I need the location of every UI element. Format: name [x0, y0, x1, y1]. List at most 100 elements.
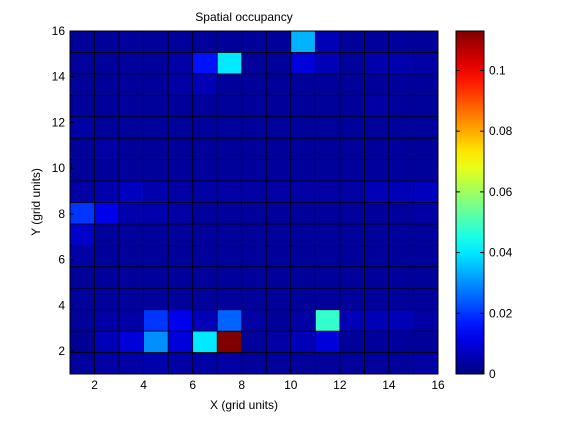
heatmap-cell — [94, 266, 120, 289]
heatmap-cell — [266, 223, 291, 246]
heatmap-cell — [290, 331, 316, 353]
heatmap-cell — [168, 352, 193, 374]
heatmap-cell — [143, 116, 169, 139]
heatmap-cell — [339, 288, 365, 310]
heatmap-cell — [364, 202, 389, 224]
heatmap-cell — [266, 138, 291, 160]
heatmap-cell — [94, 352, 120, 374]
heatmap-cell — [168, 181, 193, 203]
heatmap-cell — [119, 202, 144, 224]
x-tick-label: 14 — [382, 378, 396, 392]
heatmap-cell — [315, 52, 340, 74]
heatmap-cell — [339, 73, 365, 96]
heatmap-cell — [168, 73, 193, 96]
heatmap-cell — [217, 288, 242, 310]
heatmap-cell — [217, 352, 242, 374]
heatmap-cell — [192, 159, 218, 182]
heatmap-cell — [388, 202, 414, 224]
heatmap-cell — [413, 73, 438, 96]
heatmap-cell — [192, 73, 218, 96]
heatmap-cell — [119, 31, 144, 53]
heatmap-cell — [364, 223, 389, 246]
heatmap-cell — [143, 352, 169, 374]
colorbar-ticks: 0 0.02 0.04 0.06 0.08 0.1 — [456, 63, 513, 381]
heatmap-cell — [119, 138, 144, 160]
heatmap-cell — [119, 331, 144, 353]
heatmap-cell — [315, 116, 340, 139]
y-tick-label: 12 — [52, 115, 66, 129]
heatmap-cell — [70, 223, 95, 246]
heatmap-cell — [70, 73, 95, 96]
heatmap-cell — [413, 181, 438, 203]
heatmap-cell — [241, 245, 267, 267]
heatmap-cell — [94, 202, 120, 224]
heatmap-cell — [266, 331, 291, 353]
heatmap-cell — [388, 159, 414, 182]
heatmap-cell — [119, 52, 144, 74]
heatmap-cell — [143, 95, 169, 117]
heatmap-cell — [70, 352, 95, 374]
heatmap-cell — [315, 31, 340, 53]
heatmap-cell — [70, 31, 95, 53]
heatmap-cell — [143, 159, 169, 182]
heatmap-cell — [315, 202, 340, 224]
heatmap-cell — [290, 31, 316, 53]
heatmap-cell — [143, 331, 169, 353]
heatmap-cell — [266, 266, 291, 289]
heatmap-cell — [94, 223, 120, 246]
heatmap-cell — [315, 245, 340, 267]
heatmap-cell — [241, 266, 267, 289]
heatmap-cell — [266, 73, 291, 96]
heatmap-cell — [315, 352, 340, 374]
heatmap-cell — [388, 31, 414, 53]
heatmap-cell — [339, 31, 365, 53]
heatmap-cell — [192, 288, 218, 310]
y-tick-label: 4 — [58, 298, 65, 312]
x-tick-label: 10 — [284, 378, 298, 392]
heatmap-cell — [168, 202, 193, 224]
heatmap-cell — [241, 138, 267, 160]
heatmap-cell — [364, 245, 389, 267]
heatmap-cell — [168, 331, 193, 353]
y-tick-label: 6 — [58, 253, 65, 267]
heatmap-cell — [168, 116, 193, 139]
heatmap-cell — [339, 52, 365, 74]
heatmap-cell — [70, 309, 95, 332]
heatmap-cell — [315, 138, 340, 160]
heatmap-cell — [119, 309, 144, 332]
heatmap-cell — [339, 223, 365, 246]
colorbar-tick-label: 0 — [489, 367, 496, 381]
heatmap-cell — [119, 266, 144, 289]
heatmap-cell — [413, 245, 438, 267]
heatmap-cell — [70, 181, 95, 203]
x-axis-ticks: 2 4 6 8 10 12 14 16 — [91, 370, 445, 392]
heatmap-cell — [290, 202, 316, 224]
colorbar-tick-label: 0.04 — [489, 246, 513, 260]
heatmap-cell — [388, 352, 414, 374]
heatmap-cell — [119, 181, 144, 203]
x-axis-label: X (grid units) — [210, 398, 278, 412]
heatmap-cell — [94, 52, 120, 74]
y-tick-label: 14 — [52, 70, 66, 84]
heatmap-cell — [70, 202, 95, 224]
heatmap-cell — [94, 245, 120, 267]
heatmap-cell — [266, 245, 291, 267]
heatmap-cell — [192, 31, 218, 53]
heatmap-cell — [143, 223, 169, 246]
heatmap-cell — [290, 266, 316, 289]
heatmap-cell — [339, 266, 365, 289]
heatmap-cell — [217, 266, 242, 289]
heatmap-cell — [119, 352, 144, 374]
heatmap-cell — [413, 352, 438, 374]
heatmap-cell — [413, 116, 438, 139]
heatmap-cell — [94, 288, 120, 310]
chart-title: Spatial occupancy — [195, 10, 292, 24]
heatmap-cell — [217, 138, 242, 160]
heatmap-cell — [70, 52, 95, 74]
heatmap-cell — [119, 288, 144, 310]
heatmap-cell — [143, 73, 169, 96]
heatmap-cell — [290, 138, 316, 160]
heatmap-cell — [168, 138, 193, 160]
grid-lines — [70, 31, 438, 374]
